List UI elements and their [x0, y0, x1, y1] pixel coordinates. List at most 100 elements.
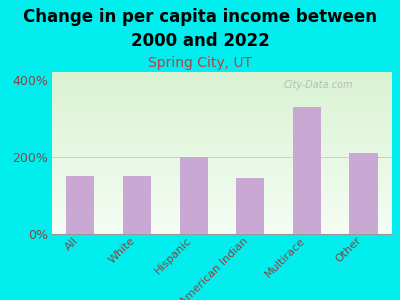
Bar	[52, 229, 392, 230]
Bar	[52, 186, 392, 187]
Bar	[52, 161, 392, 162]
Bar	[52, 197, 392, 198]
Bar	[52, 165, 392, 166]
Bar	[123, 176, 151, 234]
Bar	[52, 90, 392, 91]
Bar	[52, 173, 392, 174]
Bar	[52, 210, 392, 211]
Bar	[52, 172, 392, 173]
Bar	[52, 214, 392, 215]
Bar	[52, 206, 392, 207]
Bar	[52, 137, 392, 138]
Text: City-Data.com: City-Data.com	[283, 80, 353, 90]
Bar	[52, 218, 392, 219]
Bar	[52, 118, 392, 119]
Bar	[350, 153, 378, 234]
Bar	[52, 113, 392, 114]
Bar	[52, 95, 392, 96]
Bar	[52, 146, 392, 147]
Bar	[52, 122, 392, 123]
Bar	[52, 97, 392, 98]
Bar	[52, 193, 392, 194]
Bar	[52, 156, 392, 157]
Bar	[52, 225, 392, 226]
Bar	[52, 166, 392, 167]
Bar	[52, 112, 392, 113]
Bar	[52, 100, 392, 101]
Bar	[52, 85, 392, 86]
Bar	[52, 227, 392, 228]
Bar	[52, 171, 392, 172]
Bar	[52, 80, 392, 81]
Bar	[52, 174, 392, 175]
Bar	[52, 163, 392, 164]
Bar	[52, 175, 392, 176]
Bar	[52, 87, 392, 88]
Bar	[52, 183, 392, 184]
Bar	[52, 79, 392, 80]
Bar	[52, 77, 392, 78]
Bar	[52, 145, 392, 146]
Bar	[52, 89, 392, 90]
Bar	[52, 164, 392, 165]
Bar	[52, 76, 392, 77]
Bar	[52, 203, 392, 204]
Bar	[52, 231, 392, 232]
Bar	[52, 120, 392, 121]
Bar	[52, 82, 392, 83]
Bar	[52, 187, 392, 188]
Bar	[52, 182, 392, 183]
Bar	[52, 140, 392, 141]
Bar	[52, 155, 392, 156]
Bar	[52, 105, 392, 106]
Bar	[52, 201, 392, 202]
Bar	[52, 170, 392, 171]
Bar	[52, 128, 392, 129]
Bar	[52, 121, 392, 122]
Bar	[52, 167, 392, 168]
Bar	[52, 131, 392, 132]
Bar	[52, 86, 392, 87]
Bar	[52, 144, 392, 145]
Bar	[52, 157, 392, 158]
Bar	[52, 119, 392, 120]
Bar	[52, 149, 392, 150]
Bar	[52, 158, 392, 159]
Bar	[52, 92, 392, 93]
Bar	[52, 139, 392, 140]
Bar	[52, 223, 392, 224]
Bar	[52, 107, 392, 108]
Bar	[52, 103, 392, 104]
Text: Change in per capita income between: Change in per capita income between	[23, 8, 377, 26]
Bar	[52, 224, 392, 225]
Bar	[52, 195, 392, 196]
Bar	[52, 152, 392, 153]
Bar	[52, 213, 392, 214]
Bar	[52, 115, 392, 116]
Bar	[52, 132, 392, 133]
Bar	[52, 220, 392, 221]
Bar	[52, 198, 392, 199]
Bar	[52, 99, 392, 100]
Bar	[52, 147, 392, 148]
Bar	[52, 143, 392, 144]
Bar	[52, 127, 392, 128]
Bar	[52, 83, 392, 84]
Text: Spring City, UT: Spring City, UT	[148, 56, 252, 70]
Bar	[52, 232, 392, 233]
Bar	[52, 219, 392, 220]
Bar	[52, 125, 392, 126]
Bar	[52, 93, 392, 94]
Bar	[52, 109, 392, 110]
Bar	[52, 202, 392, 203]
Bar	[52, 228, 392, 229]
Bar	[52, 72, 392, 73]
Bar	[52, 217, 392, 218]
Bar	[52, 110, 392, 111]
Bar	[52, 153, 392, 154]
Bar	[52, 104, 392, 105]
Bar	[52, 180, 392, 181]
Bar	[52, 96, 392, 97]
Bar	[52, 169, 392, 170]
Bar	[52, 88, 392, 89]
